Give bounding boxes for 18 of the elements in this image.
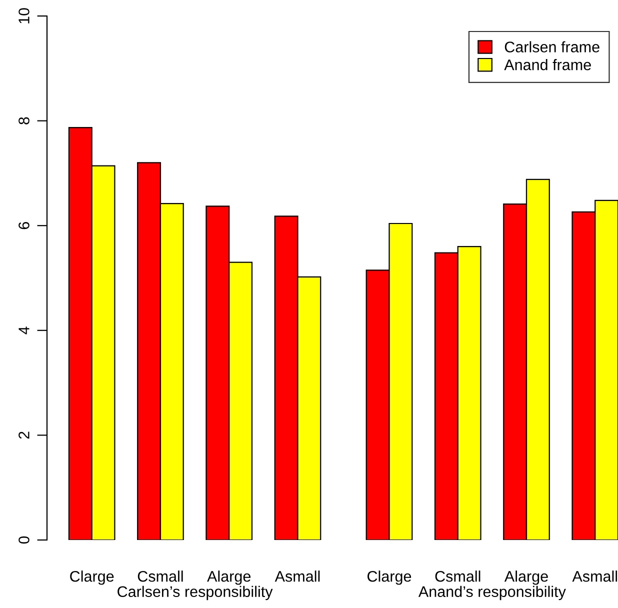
x-tick-label: Csmall — [138, 570, 183, 582]
x-tick-label: Clarge — [368, 570, 412, 585]
legend-label: Carlsen frame — [504, 41, 600, 52]
x-tick-label: Alarge — [207, 570, 250, 585]
text: Anand’s responsibility — [418, 586, 566, 600]
legend-label: Anand frame — [504, 59, 591, 70]
y-tick-label: 8 — [18, 117, 30, 124]
x-tick-label: Clarge — [70, 570, 114, 585]
y-tick-label: 10 — [18, 8, 30, 24]
y-tick-label: 2 — [18, 432, 30, 439]
x-tick-label: Alarge — [504, 570, 548, 585]
text: Carlsen’s responsibility — [118, 586, 273, 600]
y-tick-label: 4 — [18, 326, 30, 334]
x-tick-label: Asmall — [274, 570, 320, 582]
y-tick-label: 0 — [18, 536, 30, 544]
x-tick-label: Csmall — [435, 570, 480, 582]
x-tick-label: Asmall — [572, 570, 618, 582]
y-tick-label: 6 — [18, 222, 30, 230]
